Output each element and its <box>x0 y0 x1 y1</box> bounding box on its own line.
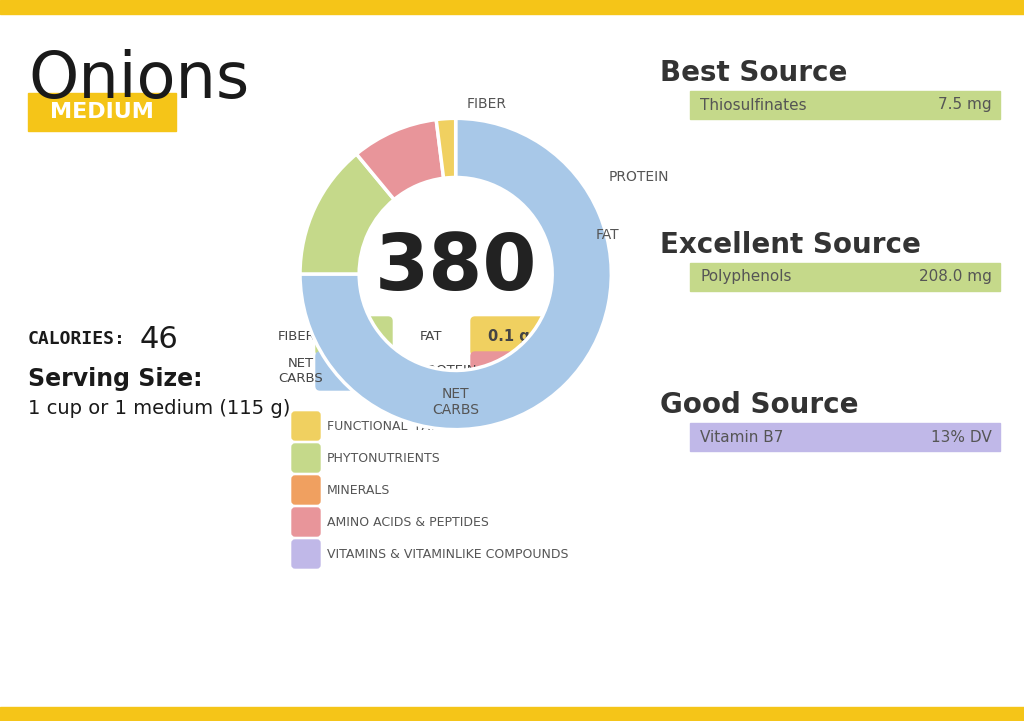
FancyBboxPatch shape <box>0 0 1024 14</box>
Text: PROTEIN: PROTEIN <box>420 365 477 378</box>
Text: FIBER: FIBER <box>467 97 507 110</box>
Text: MEDIUM: MEDIUM <box>50 102 154 122</box>
Text: 13% DV: 13% DV <box>931 430 992 445</box>
Text: FAT: FAT <box>596 228 620 242</box>
Wedge shape <box>300 154 394 274</box>
FancyBboxPatch shape <box>28 93 176 131</box>
Wedge shape <box>356 120 443 200</box>
Text: 1 cup or 1 medium (115 g): 1 cup or 1 medium (115 g) <box>28 399 291 418</box>
Text: Polyphenols: Polyphenols <box>700 270 792 285</box>
Text: PHYTONUTRIENTS: PHYTONUTRIENTS <box>327 451 440 464</box>
Text: FAT: FAT <box>420 329 442 342</box>
FancyBboxPatch shape <box>690 263 1000 291</box>
Text: NET
CARBS: NET CARBS <box>278 357 323 385</box>
Text: NET
CARBS: NET CARBS <box>432 386 479 417</box>
FancyBboxPatch shape <box>292 412 319 440</box>
Text: PROTEIN: PROTEIN <box>608 170 669 185</box>
FancyBboxPatch shape <box>292 508 319 536</box>
Text: 0.1 g: 0.1 g <box>488 329 529 343</box>
Text: Serving Size:: Serving Size: <box>28 367 203 391</box>
FancyBboxPatch shape <box>471 352 547 390</box>
FancyBboxPatch shape <box>316 352 392 390</box>
FancyBboxPatch shape <box>690 91 1000 119</box>
Text: Thiosulfinates: Thiosulfinates <box>700 97 807 112</box>
Text: 8.8 g: 8.8 g <box>333 363 375 379</box>
Text: CALORIES:: CALORIES: <box>28 330 126 348</box>
Text: FIBER: FIBER <box>278 329 315 342</box>
Text: FUNCTIONAL  FATS: FUNCTIONAL FATS <box>327 420 444 433</box>
Text: Best Source: Best Source <box>660 59 848 87</box>
Text: Good Source: Good Source <box>660 391 858 419</box>
Text: Excellent Source: Excellent Source <box>660 231 921 259</box>
Text: 1.3 g: 1.3 g <box>488 363 529 379</box>
Wedge shape <box>300 118 611 430</box>
FancyBboxPatch shape <box>471 317 547 355</box>
FancyBboxPatch shape <box>690 423 1000 451</box>
Wedge shape <box>436 118 456 178</box>
FancyBboxPatch shape <box>316 317 392 355</box>
Text: VITAMINS & VITAMINLIKE COMPOUNDS: VITAMINS & VITAMINLIKE COMPOUNDS <box>327 547 568 560</box>
Text: 46: 46 <box>140 324 179 353</box>
Text: 7.5 mg: 7.5 mg <box>938 97 992 112</box>
FancyBboxPatch shape <box>0 707 1024 721</box>
FancyBboxPatch shape <box>292 444 319 472</box>
Text: 208.0 mg: 208.0 mg <box>920 270 992 285</box>
Text: 380: 380 <box>375 230 537 306</box>
Text: 2 g: 2 g <box>341 329 367 343</box>
FancyBboxPatch shape <box>292 540 319 568</box>
FancyBboxPatch shape <box>292 476 319 504</box>
Text: MINERALS: MINERALS <box>327 484 390 497</box>
Text: Vitamin B7: Vitamin B7 <box>700 430 783 445</box>
Text: AMINO ACIDS & PEPTIDES: AMINO ACIDS & PEPTIDES <box>327 516 488 528</box>
Text: Onions: Onions <box>28 49 249 111</box>
